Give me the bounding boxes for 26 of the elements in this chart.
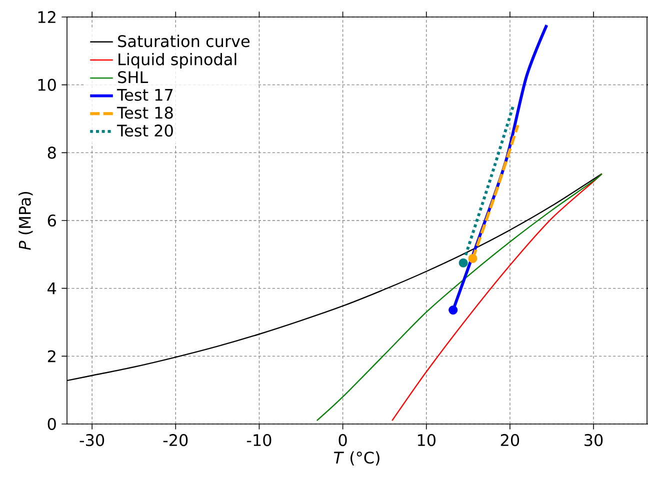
- legend-label: SHL: [118, 71, 148, 84]
- y-tick-label: 12: [38, 11, 56, 23]
- x-tick-label: 0: [338, 434, 347, 446]
- y-tick-label: 0: [48, 418, 56, 430]
- x-tick-label: 30: [584, 434, 603, 446]
- legend-label: Saturation curve: [118, 34, 250, 48]
- y-tick-label: 8: [48, 146, 56, 159]
- legend-label: Test 20: [116, 124, 173, 137]
- x-tick-label: -10: [246, 434, 272, 446]
- x-tick-label: -30: [80, 434, 104, 446]
- legend-label: Test 18: [116, 106, 173, 119]
- y-tick-label: 4: [48, 282, 56, 294]
- y-tick-label: 10: [38, 78, 56, 91]
- line-series: [316, 173, 602, 422]
- legend-label: Test 17: [116, 88, 173, 101]
- y-tick-label: 2: [48, 350, 56, 362]
- x-tick-label: 20: [500, 434, 520, 446]
- point: [458, 258, 468, 268]
- x-tick-label: -20: [163, 434, 188, 446]
- y-axis-title: P (MPa): [18, 192, 33, 250]
- legend-label: Liquid spinodal: [118, 52, 236, 68]
- point: [468, 254, 478, 264]
- y-tick-label: 6: [48, 214, 56, 227]
- x-axis-title: T (°C): [334, 451, 380, 466]
- x-tick-label: 10: [418, 434, 436, 446]
- point: [448, 306, 458, 315]
